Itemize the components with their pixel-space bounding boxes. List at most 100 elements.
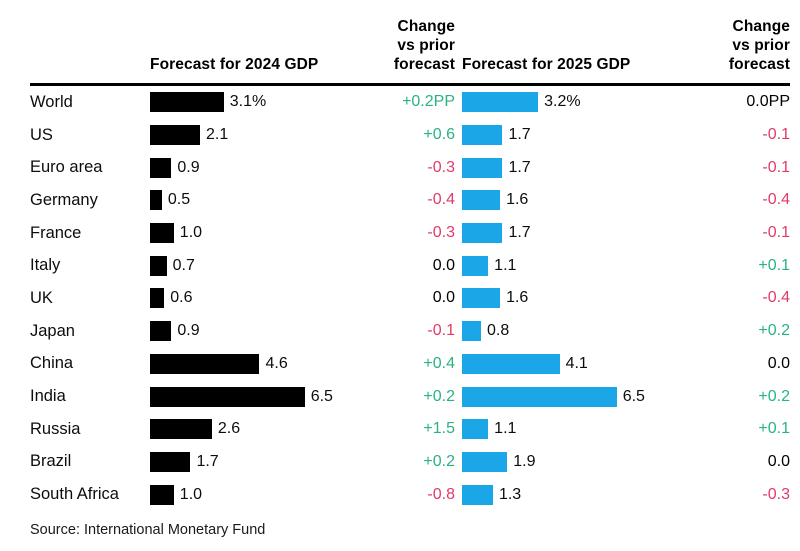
gdp-2025-value: 1.1 — [494, 256, 517, 274]
change-2024-value: +1.5 — [423, 420, 455, 438]
table-row: France 1.0 -0.3 1.7 -0.1 — [30, 217, 790, 250]
country-label: China — [30, 354, 74, 373]
gdp-2025-cell: 1.1 — [455, 249, 699, 282]
change-2024-value: 0.0 — [432, 289, 455, 307]
gdp-2024-cell: 1.0 — [150, 217, 373, 250]
change-2025-value: 0.0 — [767, 354, 790, 372]
change-2025-value: 0.0PP — [746, 93, 790, 111]
change-2024-value: +0.2PP — [402, 93, 455, 111]
gdp-2024-value: 2.6 — [217, 420, 241, 438]
gdp-2025-value: 1.1 — [494, 420, 517, 438]
change-2024-value: +0.2 — [423, 452, 455, 470]
gdp-2025-bar — [462, 223, 503, 244]
gdp-2024-cell: 0.9 — [150, 151, 373, 184]
gdp-2024-value: 0.7 — [172, 256, 195, 274]
gdp-2024-cell: 0.5 — [150, 184, 373, 217]
country-label: Brazil — [30, 452, 72, 471]
gdp-2025-value: 1.7 — [508, 126, 531, 144]
source-note: Source: International Monetary Fund — [30, 521, 266, 538]
gdp-2024-cell: 2.1 — [150, 119, 373, 152]
change-2025-value: +0.1 — [758, 420, 790, 438]
gdp-2024-value: 0.9 — [177, 158, 200, 176]
gdp-2025-value: 1.6 — [506, 289, 529, 307]
gdp-2025-bar — [462, 451, 508, 472]
gdp-2024-value: 6.5 — [310, 387, 333, 405]
gdp-2024-bar — [150, 255, 167, 276]
gdp-2025-value: 0.8 — [487, 322, 510, 340]
gdp-2025-cell: 1.7 — [455, 151, 699, 184]
country-label: India — [30, 387, 66, 406]
gdp-2025-bar — [462, 353, 560, 374]
gdp-2024-cell: 1.0 — [150, 478, 373, 511]
table-row: Brazil 1.7 +0.2 1.9 0.0 — [30, 446, 790, 479]
country-label: Russia — [30, 419, 81, 438]
change-2025-value: +0.2 — [758, 322, 790, 340]
change-2025-value: -0.1 — [762, 158, 790, 176]
gdp-2025-value: 1.7 — [508, 158, 531, 176]
gdp-2025-value: 4.1 — [565, 354, 588, 372]
change-2024-value: -0.1 — [427, 322, 455, 340]
table-row: Japan 0.9 -0.1 0.8 +0.2 — [30, 315, 790, 348]
forecast-2025-header: Forecast for 2025 GDP — [462, 56, 631, 74]
change-2025-value: -0.1 — [762, 126, 790, 144]
table-row: World 3.1% +0.2PP 3.2% 0.0PP — [30, 86, 790, 119]
gdp-2024-bar — [150, 125, 200, 146]
gdp-2025-bar — [462, 288, 501, 309]
gdp-2025-cell: 6.5 — [455, 380, 699, 413]
gdp-2025-bar — [462, 484, 493, 505]
gdp-2024-value: 2.1 — [205, 126, 229, 144]
change-2025-value: -0.4 — [762, 289, 790, 307]
forecast-2024-header: Forecast for 2024 GDP — [150, 56, 319, 74]
gdp-2024-value: 1.0 — [179, 224, 203, 242]
gdp-2025-value: 1.9 — [513, 452, 536, 470]
gdp-2024-bar — [150, 190, 162, 211]
change-2025-value: +0.2 — [758, 387, 790, 405]
gdp-2024-bar — [150, 223, 174, 244]
change-2025-header: Change vs prior forecast — [728, 18, 790, 74]
gdp-2024-cell: 0.9 — [150, 315, 373, 348]
country-label: World — [30, 92, 73, 111]
country-label: UK — [30, 288, 53, 307]
gdp-2025-cell: 4.1 — [455, 348, 699, 381]
change-2024-value: 0.0 — [432, 256, 455, 274]
gdp-2025-bar — [462, 190, 501, 211]
gdp-2024-value: 0.5 — [167, 191, 191, 209]
gdp-2024-bar — [150, 353, 260, 374]
change-2024-value: +0.6 — [423, 126, 455, 144]
gdp-2024-bar — [150, 484, 174, 505]
gdp-2024-cell: 0.6 — [150, 282, 373, 315]
gdp-2024-cell: 0.7 — [150, 249, 373, 282]
table-row: Germany 0.5 -0.4 1.6 -0.4 — [30, 184, 790, 217]
country-label: France — [30, 223, 82, 242]
gdp-2025-cell: 3.2% — [455, 86, 699, 119]
change-2025-value: +0.1 — [758, 256, 790, 274]
gdp-2025-value: 1.7 — [508, 224, 531, 242]
gdp-2024-bar — [150, 321, 172, 342]
gdp-2024-value: 0.9 — [177, 322, 200, 340]
table-row: US 2.1 +0.6 1.7 -0.1 — [30, 119, 790, 152]
gdp-2025-bar — [462, 386, 617, 407]
gdp-2025-cell: 1.7 — [455, 217, 699, 250]
gdp-2024-value: 1.0 — [179, 485, 203, 503]
gdp-2024-value: 1.7 — [196, 452, 219, 470]
change-2024-value: +0.4 — [423, 354, 455, 372]
gdp-2024-value: 0.6 — [170, 289, 193, 307]
table-row: Euro area 0.9 -0.3 1.7 -0.1 — [30, 151, 790, 184]
country-label: South Africa — [30, 485, 119, 504]
column-headers: Forecast for 2024 GDP Change vs prior fo… — [30, 12, 790, 86]
gdp-2025-cell: 1.6 — [455, 184, 699, 217]
gdp-2024-bar — [150, 419, 212, 440]
gdp-2025-cell: 0.8 — [455, 315, 699, 348]
change-2024-value: -0.3 — [427, 158, 455, 176]
gdp-2025-bar — [462, 125, 503, 146]
gdp-2025-cell: 1.1 — [455, 413, 699, 446]
gdp-2025-value: 6.5 — [622, 387, 645, 405]
country-label: US — [30, 125, 53, 144]
gdp-2024-cell: 1.7 — [150, 446, 373, 479]
gdp-2025-bar — [462, 419, 489, 440]
gdp-2025-cell: 1.3 — [455, 478, 699, 511]
table-row: China 4.6 +0.4 4.1 0.0 — [30, 348, 790, 381]
gdp-2024-bar — [150, 92, 224, 113]
gdp-2025-cell: 1.6 — [455, 282, 699, 315]
